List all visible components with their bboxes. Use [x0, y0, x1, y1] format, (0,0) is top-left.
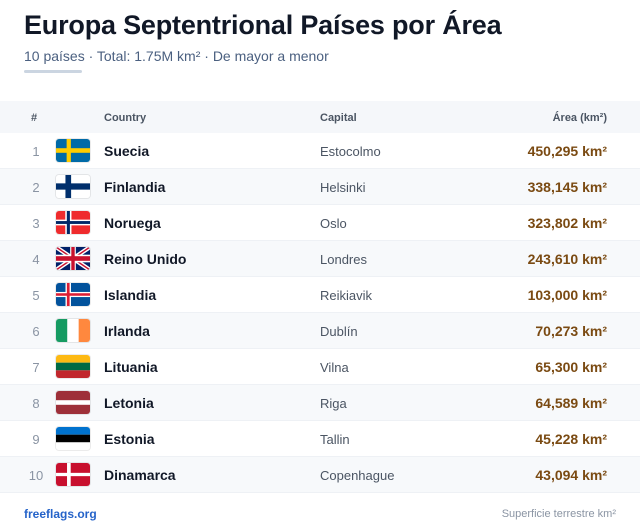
capital-name: Reikiavik: [320, 288, 373, 303]
capital-name: Oslo: [320, 216, 347, 231]
row-number: 3: [32, 216, 40, 231]
area-value: 43,094 km²: [535, 467, 607, 483]
row-number: 5: [32, 288, 40, 303]
row-number: 1: [32, 144, 40, 159]
table-row: 4 Reino Unido Londres 243,610 km²: [0, 241, 640, 277]
area-value: 103,000 km²: [527, 287, 607, 303]
area-value: 64,589 km²: [535, 395, 607, 411]
row-number: 6: [32, 324, 40, 339]
row-number: 9: [32, 432, 40, 447]
capital-name: Tallin: [320, 432, 350, 447]
area-value: 243,610 km²: [527, 251, 607, 267]
table-row: 6 Irlanda Dublín 70,273 km²: [0, 313, 640, 349]
row-number: 7: [32, 360, 40, 375]
accent-rule: [24, 70, 82, 73]
capital-name: Estocolmo: [320, 144, 381, 159]
country-name: Dinamarca: [104, 467, 176, 483]
united-kingdom-flag-icon: [56, 247, 90, 270]
table-header: # Country Capital Área (km²): [0, 101, 640, 133]
norway-flag-icon: [56, 211, 90, 234]
capital-name: Helsinki: [320, 180, 366, 195]
country-name: Irlanda: [104, 323, 150, 339]
lithuania-flag-icon: [56, 355, 90, 378]
row-number: 4: [32, 252, 40, 267]
sweden-flag-icon: [56, 139, 90, 162]
country-name: Finlandia: [104, 179, 166, 195]
capital-name: Dublín: [320, 324, 358, 339]
latvia-flag-icon: [56, 391, 90, 414]
area-value: 323,802 km²: [527, 215, 607, 231]
page-subtitle: 10 países · Total: 1.75M km² · De mayor …: [24, 48, 329, 64]
area-value: 450,295 km²: [527, 143, 607, 159]
capital-name: Vilna: [320, 360, 349, 375]
table-row: 5 Islandia Reikiavik 103,000 km²: [0, 277, 640, 313]
capital-name: Londres: [320, 252, 367, 267]
denmark-flag-icon: [56, 463, 90, 486]
column-header-area: Área (km²): [552, 112, 607, 124]
row-number: 8: [32, 396, 40, 411]
area-value: 45,228 km²: [535, 431, 607, 447]
area-value: 65,300 km²: [535, 359, 607, 375]
row-number: 2: [32, 180, 40, 195]
column-header-country: Country: [104, 112, 147, 124]
row-number: 10: [28, 468, 44, 483]
country-name: Islandia: [104, 287, 157, 303]
capital-name: Riga: [320, 396, 347, 411]
ireland-flag-icon: [56, 319, 90, 342]
country-name: Noruega: [104, 215, 161, 231]
country-name: Suecia: [104, 143, 150, 159]
area-value: 338,145 km²: [527, 179, 607, 195]
table-row: 7 Lituania Vilna 65,300 km²: [0, 349, 640, 385]
countries-table: # Country Capital Área (km²) 1 Suecia Es…: [0, 101, 640, 493]
finland-flag-icon: [56, 175, 90, 198]
table-row: 10 Dinamarca Copenhague 43,094 km²: [0, 457, 640, 493]
country-name: Reino Unido: [104, 251, 187, 267]
country-name: Letonia: [104, 395, 154, 411]
table-row: 1 Suecia Estocolmo 450,295 km²: [0, 133, 640, 169]
country-name: Estonia: [104, 431, 155, 447]
capital-name: Copenhague: [320, 468, 395, 483]
table-row: 2 Finlandia Helsinki 338,145 km²: [0, 169, 640, 205]
column-header-capital: Capital: [320, 112, 357, 124]
area-value: 70,273 km²: [535, 323, 607, 339]
footer-note: Superficie terrestre km²: [501, 508, 616, 520]
table-row: 9 Estonia Tallin 45,228 km²: [0, 421, 640, 457]
table-row: 8 Letonia Riga 64,589 km²: [0, 385, 640, 421]
column-header-num: #: [31, 112, 38, 124]
country-name: Lituania: [104, 359, 158, 375]
estonia-flag-icon: [56, 427, 90, 450]
source-link[interactable]: freeflags.org: [24, 507, 97, 521]
iceland-flag-icon: [56, 283, 90, 306]
table-row: 3 Noruega Oslo 323,802 km²: [0, 205, 640, 241]
page-title: Europa Septentrional Países por Área: [24, 10, 502, 40]
